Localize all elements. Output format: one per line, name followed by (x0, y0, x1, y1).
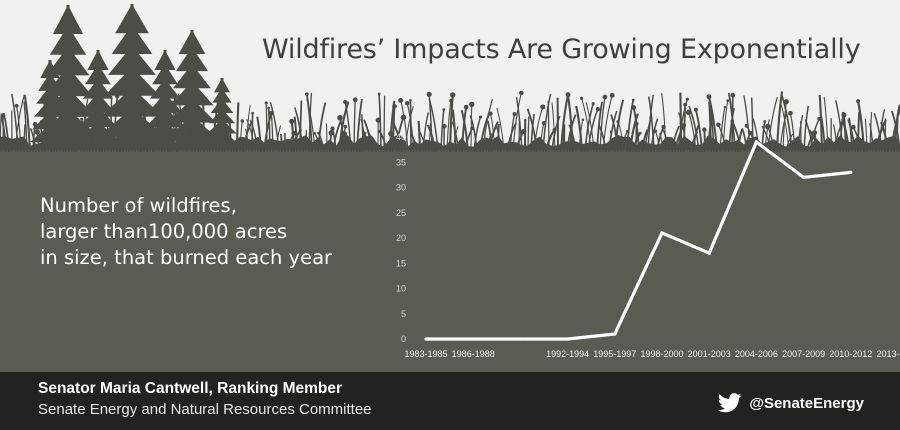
x-tick-label: 2004-2006 (735, 349, 778, 359)
committee-name: Senate Energy and Natural Resources Comm… (38, 401, 372, 418)
x-tick-label: 1986-1988 (452, 349, 495, 359)
description-line: larger than100,000 acres (40, 220, 288, 243)
data-point (849, 170, 853, 174)
description-line: Number of wildfires, (40, 194, 237, 217)
twitter-handle: @SenateEnergy (749, 394, 864, 412)
series-line (426, 139, 851, 341)
grass-silhouettes (0, 90, 900, 153)
y-tick-label: 15 (396, 258, 406, 268)
x-tick-label: 2010-2012 (829, 349, 872, 359)
data-point (802, 175, 806, 179)
twitter-bird-icon (718, 393, 742, 413)
x-tick-label: 1995-1997 (593, 349, 636, 359)
headline: Wildfires’ Impacts Are Growing Exponenti… (262, 34, 861, 65)
data-point (754, 140, 759, 144)
data-point (424, 337, 428, 341)
y-tick-label: 10 (396, 284, 406, 294)
chart-description: Number of wildfires, larger than100,000 … (40, 193, 370, 271)
data-point (471, 337, 475, 341)
x-axis: 1983-1985 1986-1988 1992-1994 1995-1997 1998… (404, 349, 900, 359)
data-point (707, 251, 711, 255)
x-tick-label: 1992-1994 (546, 349, 589, 359)
y-tick-label: 0 (401, 334, 406, 344)
twitter-handle-link[interactable]: @SenateEnergy (718, 393, 864, 413)
footer-bar: Senator Maria Cantwell, Ranking Member S… (0, 372, 900, 430)
y-tick-label: 30 (396, 183, 406, 193)
y-tick-label: 5 (401, 309, 406, 319)
senator-name: Senator Maria Cantwell, Ranking Member (38, 380, 343, 397)
data-point (613, 332, 617, 336)
data-point (566, 337, 570, 341)
data-point (518, 337, 523, 341)
y-tick-label: 25 (396, 208, 406, 218)
data-point (660, 231, 664, 235)
x-tick-label: 2001-2003 (688, 349, 731, 359)
y-axis: 0 5 10 15 20 25 30 35 40 (396, 132, 406, 344)
y-tick-label: 35 (396, 157, 406, 167)
x-tick-label: 1998-2000 (640, 349, 683, 359)
x-tick-label: 1983-1985 (404, 349, 447, 359)
series-points (424, 140, 853, 341)
x-tick-label: 2013-2015 (876, 349, 900, 359)
description-line: in size, that burned each year (40, 246, 333, 269)
y-tick-label: 40 (396, 132, 406, 142)
y-tick-label: 20 (396, 233, 406, 243)
x-tick-label: 2007-2009 (782, 349, 825, 359)
wildfire-line-chart: 0 5 10 15 20 25 30 35 40 1983-1985 1986-1988 1992-1… (396, 132, 900, 359)
